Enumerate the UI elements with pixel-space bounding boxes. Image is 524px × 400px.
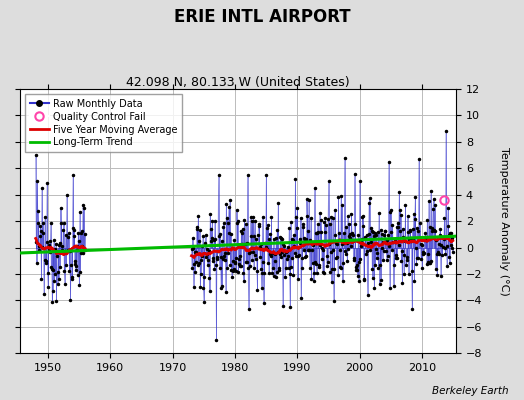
Text: Berkeley Earth: Berkeley Earth bbox=[432, 386, 508, 396]
Title: 42.098 N, 80.133 W (United States): 42.098 N, 80.133 W (United States) bbox=[126, 76, 350, 89]
Text: ERIE INTL AIRPORT: ERIE INTL AIRPORT bbox=[173, 8, 351, 26]
Legend: Raw Monthly Data, Quality Control Fail, Five Year Moving Average, Long-Term Tren: Raw Monthly Data, Quality Control Fail, … bbox=[25, 94, 182, 152]
Y-axis label: Temperature Anomaly (°C): Temperature Anomaly (°C) bbox=[499, 147, 509, 296]
